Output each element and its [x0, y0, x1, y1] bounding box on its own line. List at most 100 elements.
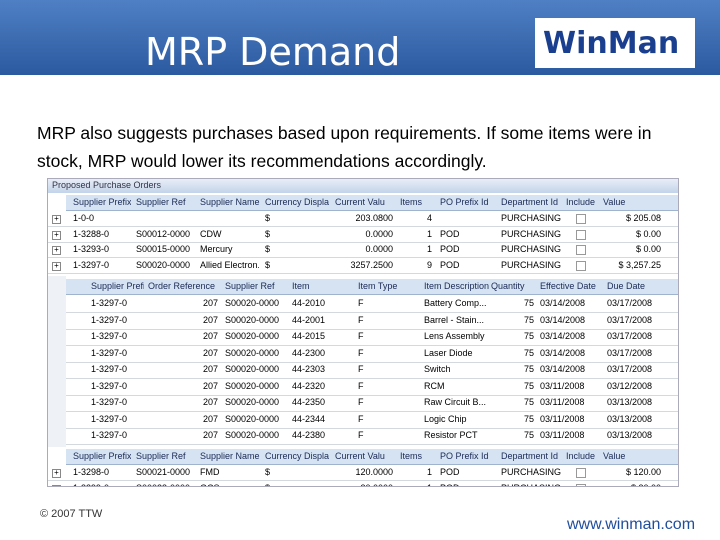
cell: 207 [202, 380, 218, 391]
column-header: Department Id [501, 197, 559, 207]
cell: F [358, 314, 364, 325]
column-header: Items [400, 197, 423, 207]
cell: 03/13/2008 [607, 430, 653, 440]
cell: 03/17/2008 [607, 331, 653, 341]
cell: F [358, 347, 364, 358]
column-header: Item Type [358, 281, 398, 291]
column-header: Supplier Name [200, 451, 260, 461]
cell: 03/13/2008 [607, 413, 653, 424]
cell: 44-2015 [292, 331, 326, 341]
grid-row [66, 296, 678, 313]
cell: 03/12/2008 [607, 380, 653, 391]
cell: 75 [523, 298, 534, 308]
cell: 44-2350 [292, 397, 326, 407]
expander: + [52, 230, 61, 240]
column-header: Items [400, 451, 423, 461]
column-header: Supplier Name [200, 197, 260, 207]
grid-title-bar [48, 179, 678, 193]
column-header: PO Prefix Id [440, 451, 489, 461]
cell: 03/17/2008 [607, 364, 653, 374]
cell: PURCHASING [501, 259, 561, 270]
cell: $ [265, 481, 329, 487]
cell: 3257.2500 [350, 259, 393, 270]
cell: Resistor PCT [424, 430, 478, 440]
cell: 75 [523, 380, 534, 391]
cell: F [358, 413, 364, 424]
cell: 1-3297-0 [91, 347, 128, 358]
column-header: Supplier Ref [225, 281, 275, 291]
header-row [66, 195, 678, 211]
cell: S00020-0000 [136, 259, 191, 270]
cell: 03/14/2008 [540, 314, 586, 325]
cell: 1-3298-0 [73, 467, 110, 477]
cell: $ 3,257.25 [618, 259, 661, 270]
expander: + [52, 484, 61, 486]
cell: CDW [200, 228, 222, 239]
expander: + [52, 246, 61, 255]
checkbox [576, 214, 586, 224]
cell: 207 [202, 413, 218, 424]
body-text: MRP also suggests purchases based upon r… [37, 123, 652, 171]
cell: FMD [200, 467, 220, 477]
cell: 1-3297-0 [91, 331, 128, 341]
slide-title: MRP Demand [145, 30, 401, 74]
header-row [66, 279, 678, 295]
expander: + [52, 261, 61, 271]
cell: S00020-0000 [225, 430, 280, 440]
cell: F [358, 331, 364, 341]
column-header: Order Reference [148, 281, 216, 291]
cell: 1-3299-0 [73, 481, 129, 487]
cell: PURCHASING [501, 481, 561, 487]
cell: $ [265, 467, 271, 477]
cell: 207 [202, 298, 218, 308]
expander: + [52, 469, 61, 478]
cell: 1-3297-0 [91, 298, 128, 308]
cell: $ [265, 213, 271, 223]
cell: $ 0.00 [635, 228, 661, 239]
grid-row [48, 242, 678, 258]
cell: 30.0000 [335, 481, 393, 487]
cell: PURCHASING [501, 467, 561, 477]
column-header: Currency Displa [265, 197, 330, 207]
cell: 44-2380 [292, 430, 326, 440]
cell: S00020-0000 [225, 413, 280, 424]
cell: 75 [523, 314, 534, 325]
cell: Battery Comp... [424, 298, 487, 308]
grid-row [66, 362, 678, 379]
checkbox [576, 245, 586, 255]
cell: POD [440, 259, 460, 270]
cell: S00020-0000 [225, 331, 280, 341]
logo: WinMan [535, 18, 695, 68]
cell: 1 [400, 481, 432, 487]
cell: POD [440, 244, 460, 254]
cell: S00023-0000 [136, 481, 194, 487]
cell: 03/17/2008 [607, 314, 653, 325]
cell: POD [440, 481, 496, 487]
cell: F [358, 397, 364, 407]
cell: $ 0.00 [635, 244, 661, 254]
expander: + [52, 215, 61, 224]
cell: $ 205.08 [625, 213, 661, 223]
column-header: Effective Date [540, 281, 596, 291]
cell: 44-2010 [292, 298, 326, 308]
grid-row [48, 258, 678, 274]
cell: GCS [200, 481, 259, 487]
cell: 1-3288-0 [73, 228, 110, 239]
column-header: Item Description [424, 281, 489, 291]
cell: POD [440, 467, 460, 477]
cell: 03/13/2008 [607, 397, 653, 407]
cell: 1-3297-0 [91, 364, 128, 374]
column-header: Include [566, 451, 596, 461]
grid-row [66, 428, 678, 445]
cell: 03/11/2008 [540, 430, 585, 440]
cell: RCM [424, 380, 445, 391]
cell: F [358, 298, 364, 308]
cell: PURCHASING [501, 228, 561, 239]
cell: S00021-0000 [136, 467, 191, 477]
grid-row [48, 211, 678, 227]
cell: 1-3297-0 [91, 430, 128, 440]
cell: 44-2303 [292, 364, 326, 374]
column-header: Supplier Prefix [91, 281, 144, 291]
cell: POD [440, 228, 460, 239]
cell: 03/17/2008 [607, 298, 653, 308]
